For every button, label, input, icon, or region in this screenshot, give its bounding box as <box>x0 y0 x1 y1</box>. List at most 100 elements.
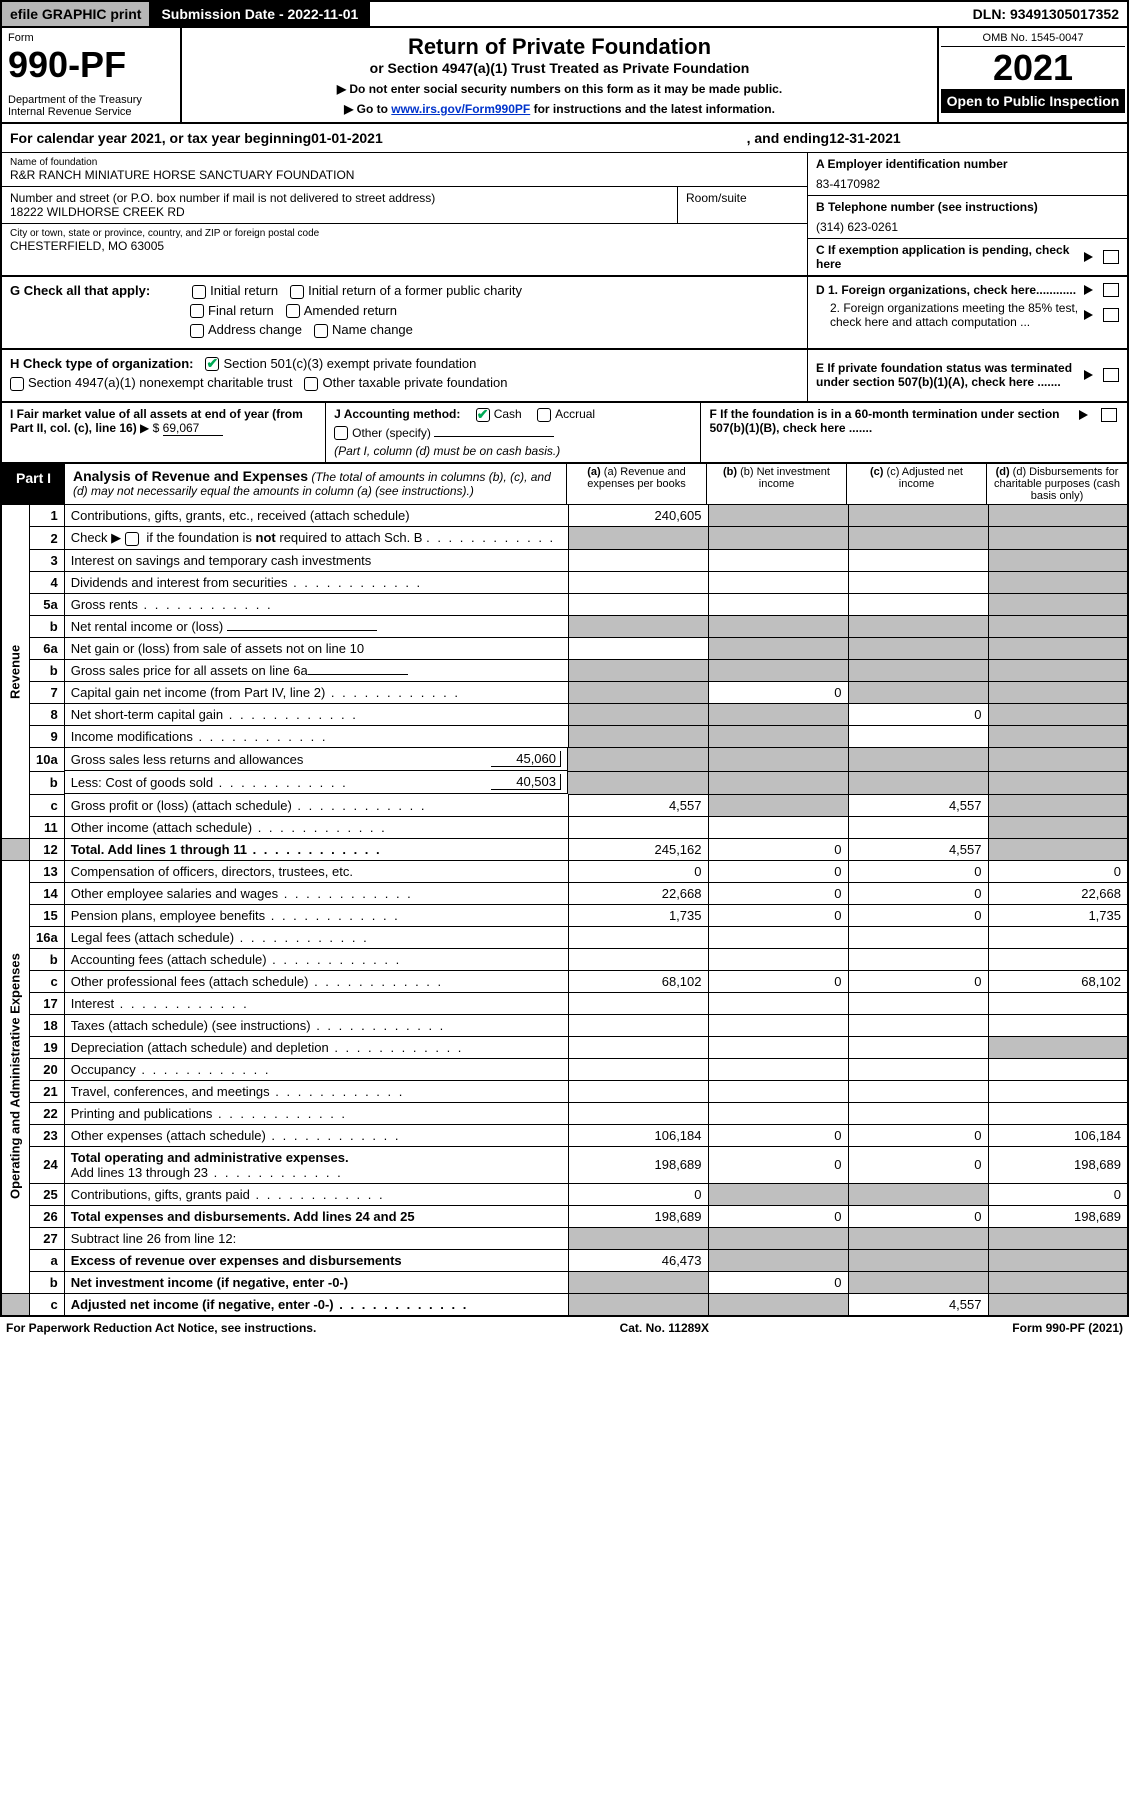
line-num: c <box>30 970 65 992</box>
calendar-row: For calendar year 2021, or tax year begi… <box>0 124 1129 153</box>
header-right: OMB No. 1545-0047 2021 Open to Public In… <box>937 28 1127 122</box>
amt-b <box>708 527 848 550</box>
part1-desc: Analysis of Revenue and Expenses (The to… <box>65 464 567 504</box>
table-row: 15 Pension plans, employee benefits 1,73… <box>1 904 1128 926</box>
amt-d <box>988 505 1128 527</box>
addr-value: 18222 WILDHORSE CREEK RD <box>10 205 669 219</box>
g-final-checkbox[interactable] <box>190 304 204 318</box>
line-desc: Subtract line 26 from line 12: <box>64 1227 568 1249</box>
amt-a <box>568 816 708 838</box>
line-num: 15 <box>30 904 65 926</box>
j-accrual-checkbox[interactable] <box>537 408 551 422</box>
d-section: D 1. Foreign organizations, check here..… <box>807 277 1127 348</box>
amt-c <box>848 1080 988 1102</box>
table-row: 27 Subtract line 26 from line 12: <box>1 1227 1128 1249</box>
r16c-t: Other professional fees (attach schedule… <box>71 974 309 989</box>
cal-begin: 01-01-2021 <box>311 130 383 146</box>
j-other-checkbox[interactable] <box>334 426 348 440</box>
header-left: Form 990-PF Department of the Treasury I… <box>2 28 182 122</box>
line-num: b <box>30 948 65 970</box>
amt-c <box>848 1102 988 1124</box>
amt-b <box>708 748 848 772</box>
g-label: G Check all that apply: <box>10 283 150 298</box>
cal-mid: , and ending <box>747 130 829 146</box>
amt-c <box>848 926 988 948</box>
table-row: 21 Travel, conferences, and meetings <box>1 1080 1128 1102</box>
part1-tab: Part I <box>2 464 65 504</box>
table-row: 22 Printing and publications <box>1 1102 1128 1124</box>
amt-c: 4,557 <box>848 838 988 860</box>
submission-date: Submission Date - 2022-11-01 <box>151 2 370 26</box>
r10a-t: Gross sales less returns and allowances <box>71 752 485 767</box>
col-c-text: (c) Adjusted net income <box>887 466 963 490</box>
amt-d <box>988 1271 1128 1293</box>
amt-c <box>848 682 988 704</box>
amt-d <box>988 1293 1128 1316</box>
amt-a <box>568 1036 708 1058</box>
form-title: Return of Private Foundation <box>188 34 931 60</box>
amt-a: 245,162 <box>568 838 708 860</box>
f-label: F If the foundation is in a 60-month ter… <box>709 407 1071 459</box>
cal-end: 12-31-2021 <box>829 130 901 146</box>
line-desc: Income modifications <box>64 726 568 748</box>
table-row: 23 Other expenses (attach schedule) 106,… <box>1 1124 1128 1146</box>
schb-checkbox[interactable] <box>125 532 139 546</box>
amt-b <box>708 572 848 594</box>
r18-t: Taxes (attach schedule) (see instruction… <box>71 1018 311 1033</box>
city-cell: City or town, state or province, country… <box>2 224 807 257</box>
amt-a: 106,184 <box>568 1124 708 1146</box>
amt-d <box>988 726 1128 748</box>
c-checkbox[interactable] <box>1103 250 1119 264</box>
amt-b <box>708 1249 848 1271</box>
amt-a <box>568 660 708 682</box>
g-initial-checkbox[interactable] <box>192 285 206 299</box>
part1-title: Analysis of Revenue and Expenses <box>73 468 308 484</box>
g-amended-checkbox[interactable] <box>286 304 300 318</box>
table-row: Operating and Administrative Expenses 13… <box>1 860 1128 882</box>
e-checkbox[interactable] <box>1103 368 1119 382</box>
i-value: 69,067 <box>163 421 223 436</box>
amt-d: 1,735 <box>988 904 1128 926</box>
g-address-checkbox[interactable] <box>190 324 204 338</box>
line-desc: Net gain or (loss) from sale of assets n… <box>64 638 568 660</box>
amt-c: 4,557 <box>848 1293 988 1316</box>
line-num: 27 <box>30 1227 65 1249</box>
amt-b <box>708 616 848 638</box>
line-num: 18 <box>30 1014 65 1036</box>
amt-c <box>848 1249 988 1271</box>
line-desc: Total operating and administrative expen… <box>64 1146 568 1183</box>
d1-checkbox[interactable] <box>1103 283 1119 297</box>
irs-link[interactable]: www.irs.gov/Form990PF <box>391 102 530 116</box>
h-501c3-checkbox[interactable] <box>205 357 219 371</box>
amt-c: 0 <box>848 1146 988 1183</box>
g-former-checkbox[interactable] <box>290 285 304 299</box>
line-num: 17 <box>30 992 65 1014</box>
r2-end: required to attach Sch. B <box>276 530 423 545</box>
line-num: 22 <box>30 1102 65 1124</box>
city-label: City or town, state or province, country… <box>10 228 799 239</box>
form-label: Form <box>8 32 174 44</box>
g-name-checkbox[interactable] <box>314 324 328 338</box>
f-checkbox[interactable] <box>1101 408 1117 422</box>
table-row: 8 Net short-term capital gain 0 <box>1 704 1128 726</box>
r16b-t: Accounting fees (attach schedule) <box>71 952 267 967</box>
amt-c <box>848 572 988 594</box>
h-other-checkbox[interactable] <box>304 377 318 391</box>
line-desc: Net investment income (if negative, ente… <box>64 1271 568 1293</box>
line-desc: Depreciation (attach schedule) and deple… <box>64 1036 568 1058</box>
table-row: b Gross sales price for all assets on li… <box>1 660 1128 682</box>
amt-c <box>848 594 988 616</box>
line-desc: Taxes (attach schedule) (see instruction… <box>64 1014 568 1036</box>
line-num: 25 <box>30 1183 65 1205</box>
d2-checkbox[interactable] <box>1103 308 1119 322</box>
amt-c: 0 <box>848 860 988 882</box>
h-o3: Other taxable private foundation <box>322 375 507 390</box>
g-o5: Address change <box>208 322 302 337</box>
amt-a <box>568 748 708 772</box>
h-e-block: H Check type of organization: Section 50… <box>0 350 1129 403</box>
r16a-t: Legal fees (attach schedule) <box>71 930 234 945</box>
r10c-t: Gross profit or (loss) (attach schedule) <box>71 798 292 813</box>
amt-b <box>708 726 848 748</box>
h-4947-checkbox[interactable] <box>10 377 24 391</box>
j-cash-checkbox[interactable] <box>476 408 490 422</box>
